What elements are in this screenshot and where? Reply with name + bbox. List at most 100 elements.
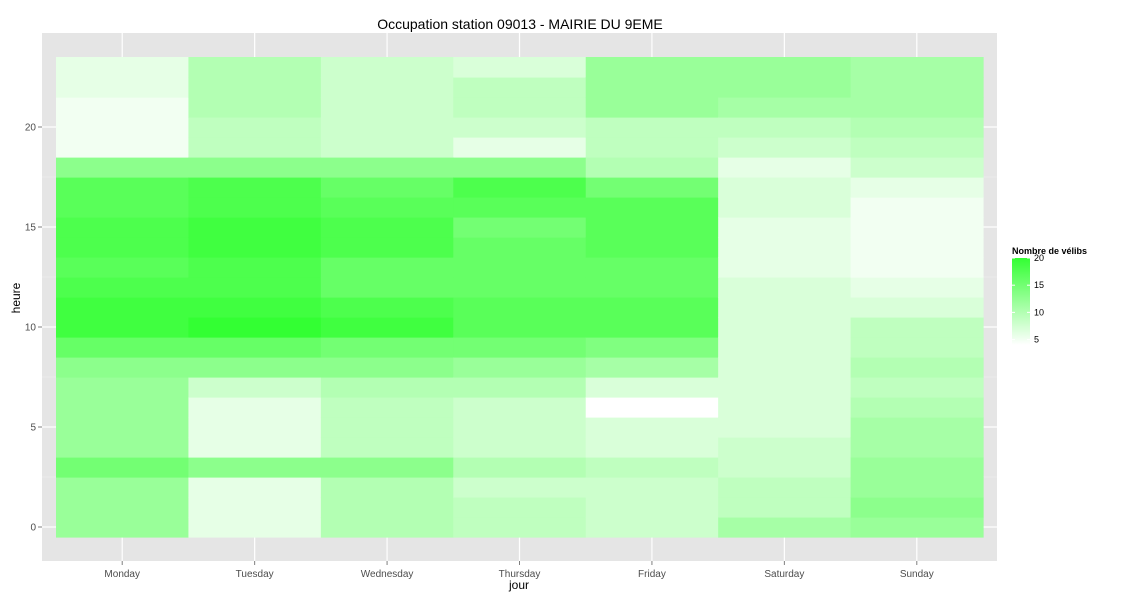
heatmap-tile (718, 57, 852, 78)
heatmap-tile (56, 357, 190, 378)
x-axis: Monday Tuesday Wednesday Thursday Friday Satu… (104, 561, 934, 580)
heatmap-tile (850, 417, 984, 438)
heatmap-tile (188, 317, 322, 338)
heatmap-tile (188, 257, 322, 278)
heatmap-tile (453, 277, 587, 298)
x-tick-label: Thursday (499, 569, 541, 580)
heatmap-tile (188, 197, 322, 218)
heatmap-tile (188, 77, 322, 98)
x-tick-label: Saturday (764, 569, 804, 580)
heatmap-tile (453, 397, 587, 418)
heatmap-tile (453, 477, 587, 498)
y-tick-label: 20 (25, 123, 37, 134)
heatmap-tile (188, 477, 322, 498)
heatmap-tile (320, 377, 454, 398)
heatmap-tile (453, 77, 587, 98)
heatmap-tile (56, 297, 190, 318)
heatmap-tile (585, 377, 719, 398)
heatmap-tile (453, 137, 587, 158)
heatmap-tile (320, 297, 454, 318)
heatmap-tile (718, 217, 852, 238)
heatmap-tile (453, 377, 587, 398)
heatmap-tile (585, 317, 719, 338)
heatmap-tile (718, 317, 852, 338)
heatmap-tile (320, 97, 454, 118)
heatmap-tile (56, 77, 190, 98)
x-tick-label: Friday (638, 569, 666, 580)
heatmap-tile (718, 297, 852, 318)
heatmap-tile (453, 177, 587, 198)
heatmap-tile (320, 137, 454, 158)
heatmap-tile (56, 257, 190, 278)
heatmap-tile (56, 317, 190, 338)
heatmap-tile (188, 97, 322, 118)
heatmap-tile (850, 517, 984, 538)
heatmap-tile (718, 397, 852, 418)
y-tick-label: 0 (30, 523, 36, 534)
heatmap-tile (320, 197, 454, 218)
heatmap-tile (188, 217, 322, 238)
heatmap-tile (453, 257, 587, 278)
heatmap-tile (320, 77, 454, 98)
heatmap-tile (585, 177, 719, 198)
heatmap-tile (585, 137, 719, 158)
heatmap-tile (850, 237, 984, 258)
heatmap-tile (188, 377, 322, 398)
heatmap-tile (453, 117, 587, 138)
heatmap-tile (585, 157, 719, 178)
heatmap-tile (453, 517, 587, 538)
heatmap-tile (188, 457, 322, 478)
heatmap-tile (453, 357, 587, 378)
heatmap-tile (585, 97, 719, 118)
heatmap-tile (585, 457, 719, 478)
heatmap-tile (188, 437, 322, 458)
heatmap-tile (718, 157, 852, 178)
heatmap-tile (56, 97, 190, 118)
heatmap-tile (585, 357, 719, 378)
heatmap-tile (585, 517, 719, 538)
heatmap-tile (188, 237, 322, 258)
heatmap-tile (718, 117, 852, 138)
heatmap-tile (850, 297, 984, 318)
heatmap-tile (320, 57, 454, 78)
tiles-layer (56, 57, 984, 538)
heatmap-tile (320, 457, 454, 478)
heatmap-tile (320, 337, 454, 358)
heatmap-tile (188, 517, 322, 538)
heatmap-tile (320, 157, 454, 178)
heatmap-tile (320, 237, 454, 258)
heatmap-tile (56, 217, 190, 238)
heatmap-tile (718, 377, 852, 398)
heatmap-tile (320, 517, 454, 538)
y-axis: 0 5 10 15 20 (25, 123, 42, 534)
heatmap-tile (585, 77, 719, 98)
heatmap-tile (585, 197, 719, 218)
heatmap-tile (453, 157, 587, 178)
heatmap-tile (850, 157, 984, 178)
heatmap-tile (850, 497, 984, 518)
x-tick-label: Sunday (900, 569, 934, 580)
heatmap-tile (188, 117, 322, 138)
heatmap-tile (56, 417, 190, 438)
heatmap-tile (320, 217, 454, 238)
heatmap-tile (56, 197, 190, 218)
heatmap-tile (585, 497, 719, 518)
heatmap-tile (718, 97, 852, 118)
heatmap-tile (585, 337, 719, 358)
heatmap-tile (585, 57, 719, 78)
heatmap-tile (453, 297, 587, 318)
heatmap-tile (585, 277, 719, 298)
heatmap-tile (718, 137, 852, 158)
heatmap-tile (718, 437, 852, 458)
heatmap-tile (850, 277, 984, 298)
heatmap-tile (188, 397, 322, 418)
legend-tick-label: 5 (1034, 335, 1039, 345)
heatmap-tile (453, 497, 587, 518)
heatmap-tile (718, 257, 852, 278)
x-tick-label: Tuesday (236, 569, 274, 580)
heatmap-tile (850, 457, 984, 478)
legend-colorbar (1012, 258, 1030, 345)
heatmap-tile (850, 117, 984, 138)
heatmap-tile (718, 337, 852, 358)
